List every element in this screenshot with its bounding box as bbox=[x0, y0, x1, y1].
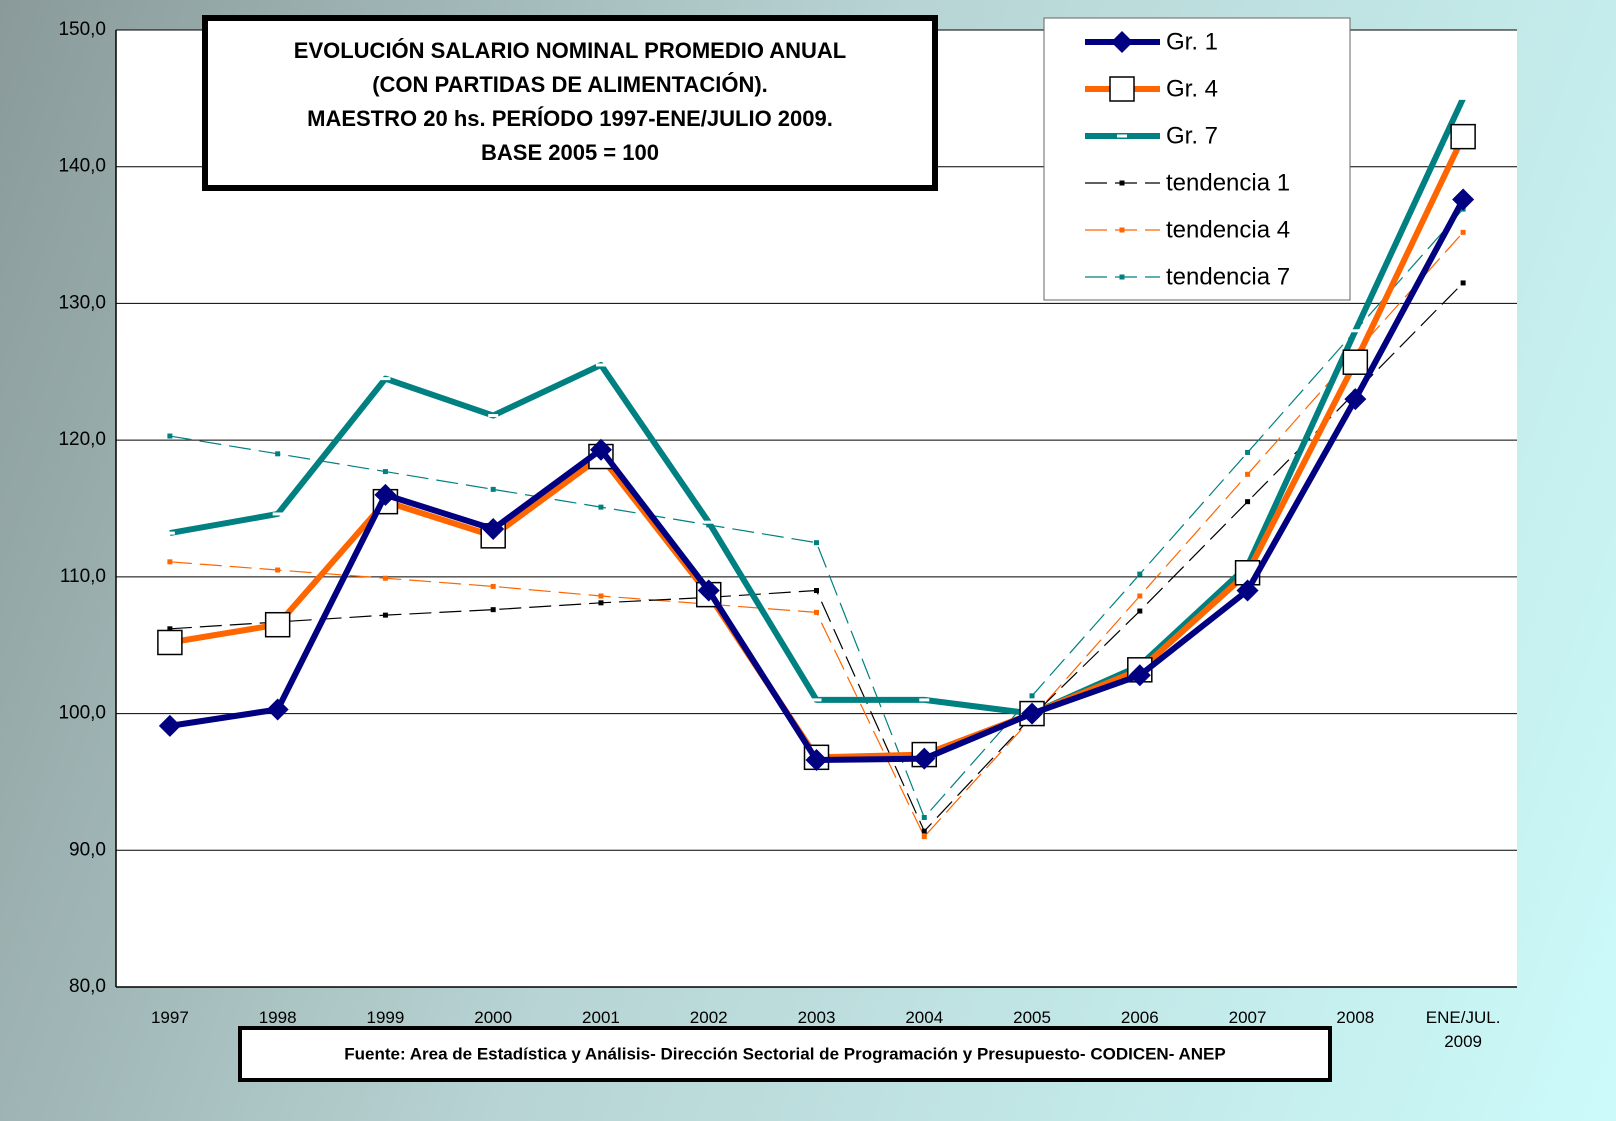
marker bbox=[697, 579, 720, 602]
marker bbox=[921, 834, 927, 840]
marker bbox=[382, 469, 388, 475]
marker bbox=[1245, 471, 1251, 477]
legend-box bbox=[1043, 17, 1351, 301]
marker bbox=[1344, 388, 1367, 411]
legend-label: Gr. 1 bbox=[1166, 28, 1218, 55]
marker bbox=[1458, 96, 1469, 100]
y-tick-label: 130,0 bbox=[58, 292, 106, 313]
marker bbox=[1460, 280, 1466, 286]
marker bbox=[1029, 693, 1035, 699]
marker bbox=[1450, 123, 1476, 150]
marker bbox=[1350, 329, 1361, 333]
source-box bbox=[238, 1026, 1332, 1082]
marker bbox=[598, 600, 604, 606]
marker bbox=[814, 609, 819, 615]
legend-marker bbox=[1119, 227, 1125, 233]
x-tick-label: 2003 bbox=[797, 1008, 836, 1027]
marker bbox=[490, 607, 496, 613]
y-tick-label: 80,0 bbox=[69, 976, 106, 997]
marker bbox=[382, 612, 388, 618]
marker bbox=[703, 520, 714, 524]
x-tick-label: 1999 bbox=[366, 1008, 405, 1027]
marker bbox=[1137, 571, 1143, 577]
chart-title: (CON PARTIDAS DE ALIMENTACIÓN). bbox=[372, 72, 768, 97]
legend-label: tendencia 1 bbox=[1166, 169, 1290, 196]
marker bbox=[1342, 349, 1369, 375]
y-tick-label: 100,0 bbox=[58, 703, 106, 724]
marker bbox=[1021, 702, 1044, 725]
legend-marker bbox=[1119, 180, 1125, 186]
chart-title: EVOLUCIÓN SALARIO NOMINAL PROMEDIO ANUAL bbox=[294, 38, 846, 63]
marker bbox=[158, 714, 181, 737]
x-tick-label: 2000 bbox=[474, 1008, 513, 1027]
marker bbox=[1137, 608, 1143, 614]
marker bbox=[264, 611, 291, 638]
marker bbox=[1128, 664, 1151, 687]
marker bbox=[1245, 449, 1251, 455]
marker bbox=[266, 698, 289, 721]
y-tick-label: 150,0 bbox=[58, 19, 106, 40]
legend-marker bbox=[1109, 76, 1135, 102]
legend-marker bbox=[1111, 31, 1133, 53]
marker bbox=[598, 504, 604, 510]
marker bbox=[811, 698, 822, 702]
x-tick-label: 2005 bbox=[1013, 1008, 1051, 1027]
y-tick-label: 110,0 bbox=[60, 566, 106, 587]
marker bbox=[490, 486, 496, 492]
marker bbox=[488, 414, 499, 418]
marker bbox=[167, 559, 173, 565]
marker bbox=[382, 575, 388, 581]
y-tick-label: 140,0 bbox=[58, 156, 106, 177]
marker bbox=[921, 814, 927, 820]
legend-marker bbox=[1117, 134, 1127, 138]
marker bbox=[167, 626, 173, 632]
marker bbox=[814, 588, 819, 594]
marker bbox=[275, 567, 281, 573]
marker bbox=[814, 540, 819, 546]
chart-title: MAESTRO 20 hs. PERÍODO 1997-ENE/JULIO 20… bbox=[307, 106, 833, 131]
legend-marker bbox=[1119, 274, 1125, 280]
marker bbox=[275, 451, 281, 457]
marker bbox=[598, 593, 604, 599]
marker bbox=[919, 698, 930, 702]
marker bbox=[1460, 229, 1466, 235]
marker bbox=[167, 433, 173, 439]
marker bbox=[589, 438, 612, 461]
legend-label: tendencia 4 bbox=[1166, 216, 1290, 243]
legend-label: tendencia 7 bbox=[1166, 263, 1290, 290]
marker bbox=[482, 518, 505, 541]
marker bbox=[164, 531, 175, 535]
marker bbox=[1452, 188, 1475, 211]
x-tick-label: 2008 bbox=[1336, 1008, 1375, 1027]
marker bbox=[805, 749, 828, 772]
title-box bbox=[202, 15, 938, 191]
x-tick-label: 2002 bbox=[689, 1008, 728, 1027]
marker bbox=[913, 747, 936, 770]
source: Fuente: Area de Estadística y Análisis- … bbox=[344, 1044, 1225, 1063]
x-tick-label: 1998 bbox=[258, 1008, 297, 1027]
marker bbox=[374, 483, 397, 506]
marker bbox=[595, 363, 606, 367]
marker bbox=[490, 583, 496, 589]
y-tick-label: 120,0 bbox=[58, 429, 106, 450]
x-tick-label: 2004 bbox=[905, 1008, 944, 1027]
marker bbox=[1137, 593, 1143, 599]
legend-label: Gr. 4 bbox=[1166, 75, 1218, 102]
x-tick-label: ENE/JUL. 2009 bbox=[1425, 1008, 1501, 1051]
marker bbox=[921, 828, 927, 834]
x-tick-label: 2001 bbox=[582, 1008, 620, 1027]
x-tick-label: 2007 bbox=[1228, 1008, 1267, 1027]
y-tick-label: 90,0 bbox=[69, 839, 106, 860]
marker bbox=[380, 377, 391, 381]
x-tick-label: 2006 bbox=[1120, 1008, 1159, 1027]
marker bbox=[157, 629, 183, 656]
x-tick-label: 1997 bbox=[150, 1008, 189, 1027]
marker bbox=[1236, 579, 1259, 602]
marker bbox=[1245, 499, 1251, 505]
chart-title: BASE 2005 = 100 bbox=[481, 140, 659, 165]
legend-label: Gr. 7 bbox=[1166, 122, 1218, 149]
marker bbox=[272, 512, 283, 516]
